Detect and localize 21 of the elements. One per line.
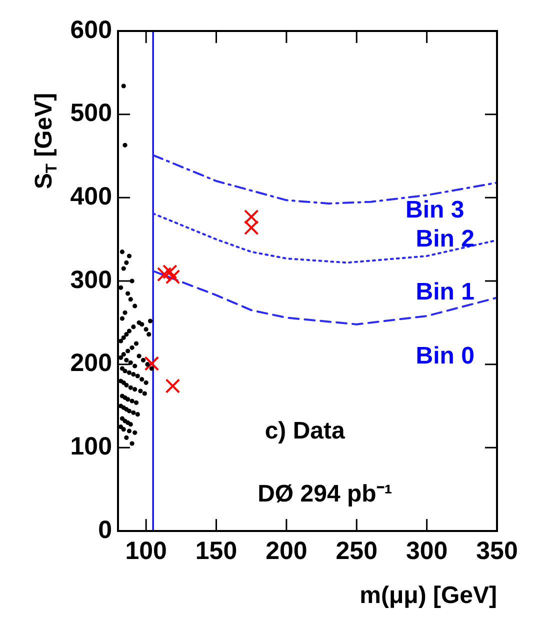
y-tick-label: 200 xyxy=(70,349,112,378)
annotation: Bin 2 xyxy=(416,226,474,253)
annotation: Bin 3 xyxy=(406,196,464,224)
annotation: DØ 294 pb⁻¹ xyxy=(258,480,392,508)
y-tick-label: 100 xyxy=(70,432,112,461)
x-tick-label: 100 xyxy=(125,536,167,565)
x-tick-label: 150 xyxy=(195,536,238,565)
x-tick-label: 350 xyxy=(476,536,518,565)
y-tick-label: 0 xyxy=(98,516,112,544)
x-axis-title: m(μμ) [GeV] xyxy=(360,582,497,610)
x-tick-label: 250 xyxy=(336,536,378,565)
annotation: Bin 1 xyxy=(416,278,474,306)
annotation: c) Data xyxy=(264,418,346,445)
x-tick-label: 300 xyxy=(406,536,448,565)
x-tick-label: 200 xyxy=(266,536,308,565)
y-axis-title: ST [GeV] xyxy=(30,92,61,190)
y-tick-label: 400 xyxy=(70,182,112,211)
y-tick-label: 600 xyxy=(70,16,112,44)
annotation: Bin 0 xyxy=(416,342,474,370)
y-tick-label: 500 xyxy=(70,99,112,128)
y-tick-label: 300 xyxy=(70,266,112,294)
